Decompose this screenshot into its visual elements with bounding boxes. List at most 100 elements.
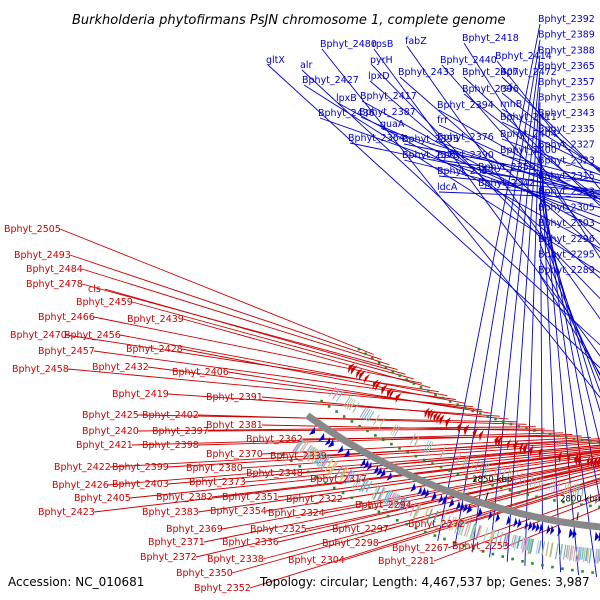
guide-dot [368, 505, 372, 509]
forward-leader-line [539, 212, 600, 413]
cog-feature-block [557, 480, 561, 493]
reverse-leader-line [301, 435, 582, 440]
forward-gene-label: Bphyt_2396 [462, 84, 519, 95]
forward-gene-arrow [459, 501, 464, 512]
forward-gene-label: rnhB [500, 99, 522, 110]
forward-gene-arrow [568, 528, 574, 539]
cog-feature-block [457, 519, 464, 536]
guide-dot [486, 415, 490, 418]
forward-gene-label: fabZ [405, 36, 427, 47]
reverse-leader-line [167, 393, 500, 417]
reverse-gene-label: Bphyt_2382 [156, 492, 213, 503]
cog-feature-block [311, 450, 320, 463]
cog-feature-block [413, 435, 420, 447]
cog-feature-block [372, 485, 382, 500]
reverse-leader-line [305, 465, 600, 530]
cog-feature-block [304, 445, 314, 459]
cog-feature-block [394, 494, 401, 507]
reverse-gene-label: Bphyt_2405 [74, 493, 131, 504]
forward-gene-arrow [309, 426, 315, 435]
cog-feature-block [459, 520, 467, 536]
forward-leader-line [337, 102, 600, 249]
guide-dot [571, 568, 574, 572]
cog-feature-block [300, 442, 309, 454]
guide-dot [452, 541, 456, 544]
reverse-leader-line [81, 283, 398, 371]
reverse-leader-line [265, 457, 600, 512]
guide-dot [398, 374, 402, 377]
guide-dot [384, 365, 388, 369]
reverse-gene-arrow [497, 435, 503, 448]
reverse-gene-label: Bphyt_2322 [286, 494, 343, 505]
reverse-gene-label: Bphyt_2425 [82, 410, 139, 421]
cog-feature-block [571, 545, 574, 560]
cog-feature-block [405, 499, 412, 512]
cog-feature-block [540, 477, 544, 490]
forward-leader-line [441, 64, 600, 246]
reverse-gene-arrow [430, 410, 436, 421]
reverse-gene-label: Bphyt_2369 [166, 524, 223, 535]
reverse-leader-line [181, 348, 465, 404]
reverse-gene-label: Bphyt_2493 [14, 250, 71, 261]
guide-dot [422, 458, 426, 462]
reverse-gene-arrow [586, 455, 590, 468]
reverse-leader-line [249, 477, 600, 589]
reverse-gene-arrow [494, 435, 500, 447]
reverse-gene-arrow [427, 408, 433, 420]
cog-feature-block [316, 453, 326, 466]
guide-dot [491, 484, 494, 487]
cog-feature-block [579, 546, 582, 561]
cog-feature-block [574, 546, 579, 562]
reverse-gene-label: Bphyt_2325 [250, 524, 307, 535]
reverse-leader-line [227, 371, 491, 414]
guide-dot [439, 465, 443, 469]
cog-feature-block [371, 484, 380, 500]
cog-feature-block [351, 474, 360, 489]
forward-leader-line [438, 124, 600, 200]
forward-gene-arrow [524, 520, 528, 530]
forward-gene-arrow [343, 448, 350, 458]
reverse-gene-label: Bphyt_2381 [206, 420, 263, 431]
reverse-gene-label: Bphyt_2466 [38, 312, 95, 323]
forward-leader-line [539, 227, 600, 393]
forward-leader-line [539, 196, 600, 447]
cog-feature-block [518, 472, 523, 485]
cog-feature-block [335, 464, 344, 478]
cog-feature-block [416, 504, 422, 516]
reverse-leader-line [195, 463, 600, 558]
cog-feature-block [471, 524, 477, 540]
reverse-gene-label: Bphyt_2420 [82, 426, 139, 437]
cog-feature-block [397, 496, 405, 509]
cog-feature-block [332, 388, 341, 400]
forward-leader-line [403, 143, 600, 184]
forward-gene-arrow [531, 521, 537, 532]
cog-feature-block [502, 468, 507, 480]
reverse-gene-label: Bphyt_2406 [172, 367, 229, 378]
cog-feature-block [524, 537, 529, 551]
forward-leader-line [406, 45, 600, 320]
forward-gene-label: Bphyt_2364 [348, 133, 405, 144]
cog-feature-block [365, 410, 373, 421]
guide-dot [526, 493, 529, 497]
cog-feature-block [527, 538, 533, 555]
cog-feature-block [367, 411, 375, 422]
reverse-gene-arrow [590, 455, 594, 468]
cog-feature-block [563, 544, 567, 560]
reverse-leader-line [131, 301, 414, 380]
guide-dot [391, 370, 395, 373]
reverse-leader-line [81, 268, 390, 366]
reverse-gene-arrow [363, 373, 371, 384]
reverse-gene-arrow [381, 384, 388, 395]
guide-dot [580, 438, 584, 442]
cog-feature-block [399, 497, 407, 510]
reverse-gene-arrow [557, 450, 562, 463]
guide-dot [431, 462, 434, 465]
cog-feature-block [469, 523, 476, 539]
reverse-gene-label: Bphyt_2372 [140, 552, 197, 563]
reverse-leader-line [197, 455, 600, 513]
guide-dot [509, 422, 513, 426]
forward-gene-label: Bphyt_2392 [538, 14, 595, 25]
reverse-leader-line [137, 426, 536, 432]
reverse-leader-line [447, 493, 600, 549]
reverse-gene-label: Bphyt_2459 [76, 297, 133, 308]
